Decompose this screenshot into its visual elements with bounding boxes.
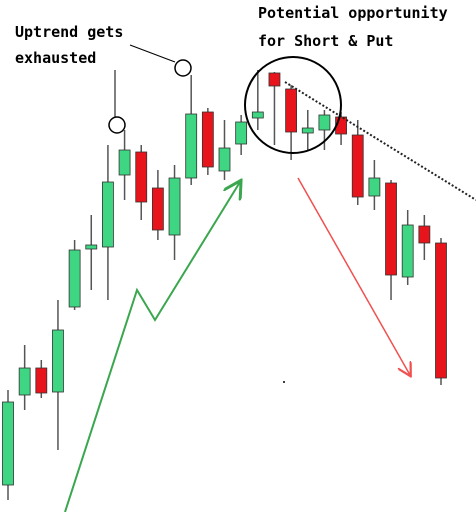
- candle-body: [151, 187, 164, 231]
- candle-body: [418, 225, 431, 244]
- candle-body: [301, 127, 314, 134]
- downtrend-arrow: [297, 177, 410, 375]
- annotation: Potential opportunity: [258, 4, 448, 22]
- candle-body: [268, 72, 281, 87]
- trend-line: [284, 81, 476, 201]
- candle-body: [218, 147, 231, 172]
- candle-body: [435, 242, 447, 379]
- candle-body: [401, 224, 414, 278]
- candles: [2, 70, 447, 500]
- candle-body: [368, 177, 381, 197]
- candle-body: [385, 182, 397, 276]
- candle-body: [135, 151, 148, 203]
- candle-body: [351, 134, 364, 198]
- candle-body: [68, 249, 81, 308]
- candle-body: [52, 329, 64, 393]
- highlight-circle: [244, 56, 342, 154]
- candle-body: [235, 121, 248, 145]
- candle-body: [118, 149, 131, 176]
- candle-body: [18, 367, 31, 396]
- candle-body: [185, 113, 198, 179]
- candle-body: [318, 114, 331, 131]
- pointer-line: [129, 44, 176, 63]
- dot: [283, 381, 285, 383]
- candle-body: [168, 177, 181, 236]
- candle-body: [85, 244, 98, 250]
- candle-body: [2, 401, 14, 486]
- uptrend-arrow: [64, 182, 240, 512]
- annotation: Uptrend gets: [15, 23, 123, 41]
- candle-body: [102, 181, 114, 248]
- annotation: exhausted: [15, 49, 96, 67]
- highlight-circle: [174, 59, 192, 77]
- annotation: for Short & Put: [258, 32, 393, 50]
- candle-body: [285, 88, 298, 133]
- candle-body: [35, 367, 48, 394]
- candle-body: [251, 111, 264, 119]
- highlight-circle: [108, 116, 126, 134]
- candle-body: [201, 111, 214, 168]
